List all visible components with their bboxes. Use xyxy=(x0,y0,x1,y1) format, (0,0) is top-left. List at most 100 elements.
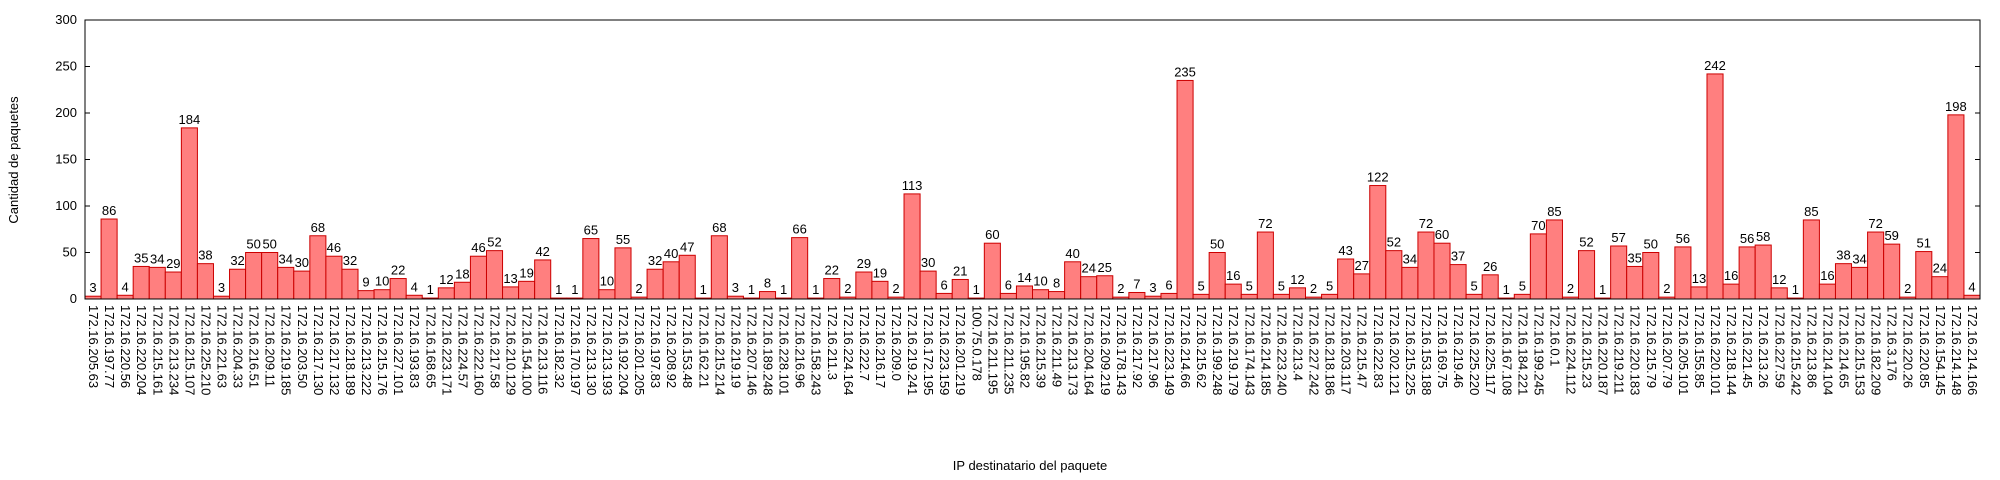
x-tick-label: 100.75.0.178 xyxy=(969,305,984,381)
value-label: 5 xyxy=(1278,278,1285,293)
x-tick-label: 172.16.215.242 xyxy=(1788,305,1803,395)
x-tick-label: 172.16.221.63 xyxy=(215,305,230,388)
value-label: 35 xyxy=(1627,250,1641,265)
bar xyxy=(1754,244,1772,300)
bar xyxy=(389,278,407,300)
bar xyxy=(1626,265,1644,300)
value-label: 50 xyxy=(262,237,276,252)
value-label: 32 xyxy=(343,253,357,268)
x-tick-label: 172.16.197.83 xyxy=(648,305,663,388)
value-label: 34 xyxy=(1852,251,1866,266)
x-tick-label: 172.16.201.219 xyxy=(953,305,968,395)
bar xyxy=(1802,219,1820,300)
bar xyxy=(1513,293,1531,300)
x-tick-label: 172.16.193.83 xyxy=(407,305,422,388)
value-label: 85 xyxy=(1804,204,1818,219)
y-tick-label: 300 xyxy=(55,12,77,27)
bar xyxy=(518,280,536,300)
bar xyxy=(935,292,953,300)
bar xyxy=(1706,73,1724,300)
x-tick-label: 172.16.174.143 xyxy=(1242,305,1257,395)
x-tick-label: 172.16.214.148 xyxy=(1949,305,1964,395)
x-tick-label: 172.16.215.153 xyxy=(1853,305,1868,395)
x-tick-label: 172.16.213.193 xyxy=(600,305,615,395)
x-tick-label: 172.16.220.204 xyxy=(134,305,149,395)
x-tick-label: 172.16.213.116 xyxy=(536,305,551,394)
x-tick-label: 172.16.216.51 xyxy=(247,305,262,388)
value-label: 50 xyxy=(246,237,260,252)
x-tick-label: 172.16.208.92 xyxy=(664,305,679,388)
value-label: 57 xyxy=(1611,230,1625,245)
value-label: 68 xyxy=(311,220,325,235)
value-label: 12 xyxy=(439,272,453,287)
x-tick-label: 172.16.199.248 xyxy=(1210,305,1225,395)
value-label: 22 xyxy=(825,263,839,278)
value-label: 2 xyxy=(1904,281,1911,296)
value-label: 1 xyxy=(780,282,787,297)
x-tick-label: 172.16.215.176 xyxy=(375,305,390,395)
bar xyxy=(100,218,118,300)
bar xyxy=(1160,292,1178,300)
value-label: 2 xyxy=(844,281,851,296)
x-tick-label: 172.16.220.101 xyxy=(1708,305,1723,395)
bar xyxy=(261,252,279,300)
x-tick-label: 172.16.192.204 xyxy=(616,305,631,395)
value-label: 6 xyxy=(941,277,948,292)
y-axis-label: Cantidad de paquetes xyxy=(6,96,21,224)
x-tick-label: 172.16.204.33 xyxy=(231,305,246,388)
x-tick-label: 172.16.227.59 xyxy=(1772,305,1787,388)
value-label: 24 xyxy=(1081,261,1095,276)
x-tick-label: 172.16.203.117 xyxy=(1339,305,1354,394)
bar xyxy=(405,294,423,300)
x-tick-label: 172.16.154.145 xyxy=(1933,305,1948,395)
value-label: 52 xyxy=(487,235,501,250)
value-label: 8 xyxy=(1053,276,1060,291)
x-tick-label: 172.16.224.164 xyxy=(841,305,856,395)
x-tick-label: 172.16.219.19 xyxy=(728,305,743,388)
x-tick-label: 172.16.0.1 xyxy=(1547,305,1562,366)
bar xyxy=(1674,246,1692,300)
value-label: 26 xyxy=(1483,259,1497,274)
x-tick-label: 172.16.217.132 xyxy=(327,305,342,395)
x-tick-label: 172.16.213.86 xyxy=(1804,305,1819,388)
bar xyxy=(1481,274,1499,300)
bar xyxy=(116,294,134,300)
x-tick-label: 172.16.224.112 xyxy=(1563,305,1578,394)
x-tick-label: 172.16.168.65 xyxy=(423,305,438,388)
x-tick-label: 172.16.215.39 xyxy=(1034,305,1049,388)
value-label: 16 xyxy=(1724,268,1738,283)
value-label: 9 xyxy=(362,275,369,290)
value-label: 40 xyxy=(664,246,678,261)
bar xyxy=(791,237,809,300)
value-label: 21 xyxy=(953,263,967,278)
x-tick-label: 172.16.220.183 xyxy=(1628,305,1643,395)
x-tick-label: 172.16.209.219 xyxy=(1098,305,1113,395)
value-label: 18 xyxy=(455,266,469,281)
bar xyxy=(132,265,150,300)
value-label: 12 xyxy=(1290,272,1304,287)
x-tick-label: 172.16.223.171 xyxy=(439,305,454,395)
value-label: 5 xyxy=(1246,278,1253,293)
bar xyxy=(1208,252,1226,300)
x-tick-label: 172.16.172.195 xyxy=(921,305,936,395)
x-tick-label: 172.16.215.79 xyxy=(1644,305,1659,388)
bar xyxy=(148,266,166,300)
value-label: 72 xyxy=(1258,216,1272,231)
value-label: 65 xyxy=(584,223,598,238)
x-tick-label: 172.16.219.185 xyxy=(279,305,294,395)
bar xyxy=(1610,245,1628,300)
x-tick-label: 172.16.213.222 xyxy=(359,305,374,395)
bar xyxy=(951,278,969,300)
value-label: 235 xyxy=(1174,64,1196,79)
x-tick-label: 172.16.215.214 xyxy=(712,305,727,395)
x-tick-label: 172.16.223.159 xyxy=(937,305,952,395)
value-label: 2 xyxy=(635,281,642,296)
value-label: 12 xyxy=(1772,272,1786,287)
x-tick-label: 172.16.3.176 xyxy=(1885,305,1900,381)
x-tick-label: 172.16.199.245 xyxy=(1531,305,1546,395)
value-label: 5 xyxy=(1198,278,1205,293)
x-tick-label: 172.16.215.225 xyxy=(1403,305,1418,395)
x-tick-label: 172.16.218.186 xyxy=(1323,305,1338,395)
bar xyxy=(999,292,1017,300)
value-label: 1 xyxy=(1503,282,1510,297)
